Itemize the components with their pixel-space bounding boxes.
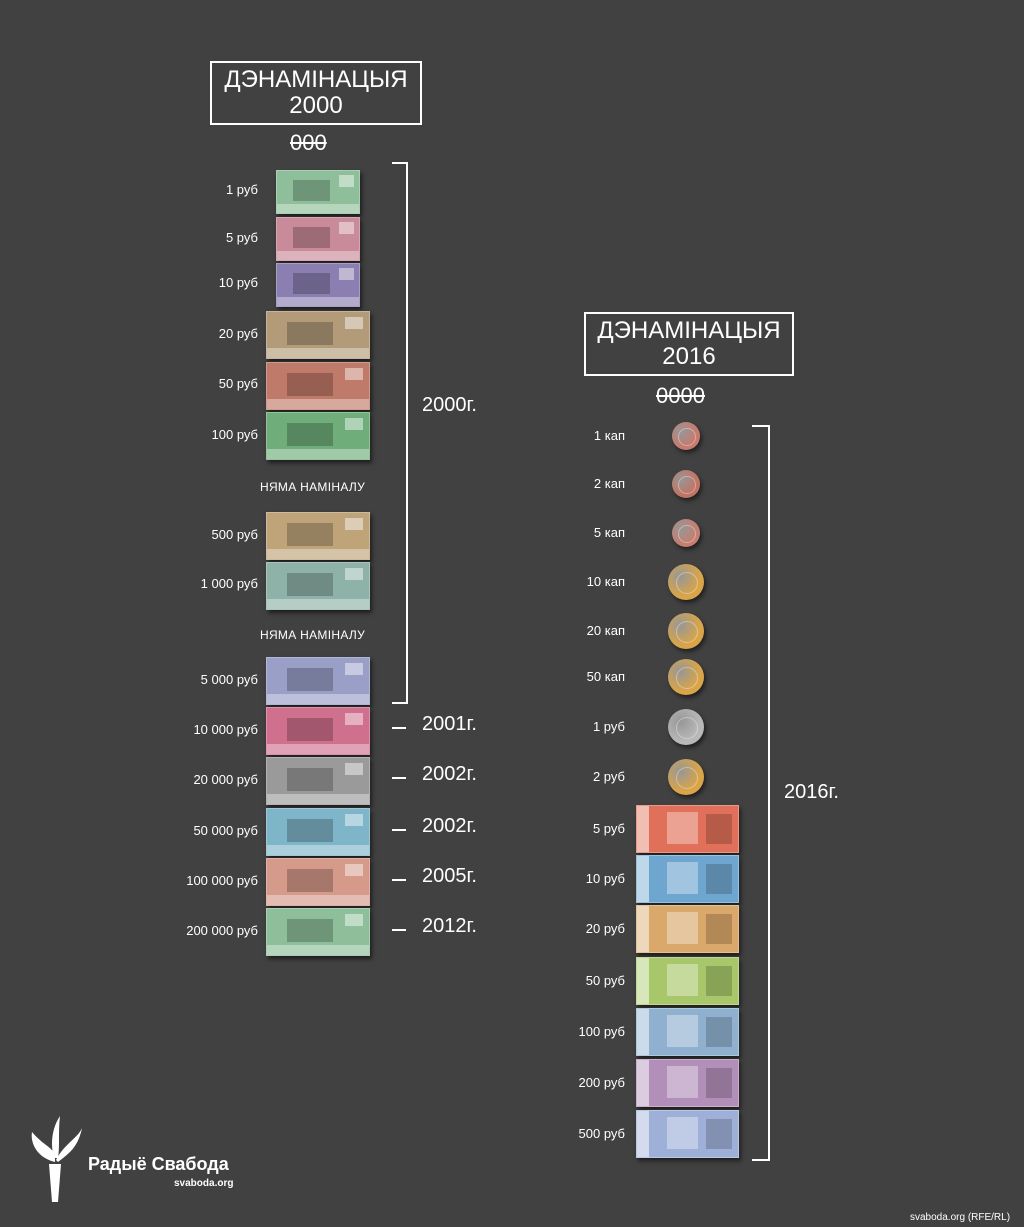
- denomination-2000-label: 10 руб: [218, 275, 258, 290]
- banknote-2016: [636, 1008, 739, 1056]
- banknote-2000: [266, 808, 370, 856]
- credit: svaboda.org (RFE/RL): [910, 1212, 1011, 1223]
- denomination-2000-label: 50 000 руб: [193, 823, 258, 838]
- banknote-2016: [636, 1059, 739, 1107]
- denomination-2016-label: 2 кап: [593, 476, 625, 491]
- denomination-2016-label: 500 руб: [578, 1126, 625, 1141]
- banknote-2000: [266, 757, 370, 805]
- denomination-2000-label: 200 000 руб: [186, 923, 258, 938]
- banknote-2000: [276, 263, 360, 307]
- banknote-2016: [636, 805, 739, 853]
- denomination-2000-label: 5 руб: [225, 230, 258, 245]
- denomination-2016-label: 20 руб: [585, 921, 625, 936]
- issue-year: 2002г.: [422, 763, 477, 785]
- denomination-2016-label: 1 руб: [592, 719, 625, 734]
- coin-icon: [668, 564, 704, 600]
- denomination-2016-label: 5 кап: [593, 525, 625, 540]
- title-2000-line1: ДЭНАМІНАЦЫЯ: [224, 66, 408, 93]
- banknote-2016: [636, 1110, 739, 1158]
- struck-zeros-2000: 000: [290, 130, 327, 155]
- denomination-2016-label: 5 руб: [592, 821, 625, 836]
- banknote-2000: [266, 412, 370, 460]
- banknote-2000: [276, 170, 360, 214]
- banknote-2000: [266, 562, 370, 610]
- coin-icon: [672, 519, 700, 547]
- title-2000-line2: 2000: [289, 92, 343, 119]
- no-denomination-note: НЯМА НАМІНАЛУ: [260, 628, 365, 642]
- denomination-2016-label: 10 руб: [585, 871, 625, 886]
- title-2016-line2: 2016: [662, 343, 716, 370]
- denomination-2000-label: 50 руб: [218, 376, 258, 391]
- issue-year: 2005г.: [422, 865, 477, 887]
- banknote-2000: [266, 858, 370, 906]
- denomination-2000-label: 20 руб: [218, 326, 258, 341]
- denomination-2000-label: 100 000 руб: [186, 873, 258, 888]
- title-box-2016: ДЭНАМІНАЦЫЯ 2016: [584, 312, 794, 376]
- coin-icon: [668, 709, 704, 745]
- banknote-2000: [266, 512, 370, 560]
- banknote-2016: [636, 957, 739, 1005]
- coin-icon: [672, 422, 700, 450]
- banknote-2000: [266, 908, 370, 956]
- banknote-2016: [636, 855, 739, 903]
- banknote-2000: [266, 657, 370, 705]
- denomination-2000-label: 1 000 руб: [200, 576, 258, 591]
- issue-year: 2001г.: [422, 713, 477, 735]
- coin-icon: [672, 470, 700, 498]
- issue-year: 2002г.: [422, 815, 477, 837]
- denomination-2016-label: 200 руб: [578, 1075, 625, 1090]
- title-2016-line1: ДЭНАМІНАЦЫЯ: [597, 317, 781, 344]
- year-dash: [392, 929, 406, 931]
- coin-icon: [668, 659, 704, 695]
- denomination-2000-label: 20 000 руб: [193, 772, 258, 787]
- denomination-2016-label: 100 руб: [578, 1024, 625, 1039]
- logo-url: svaboda.org: [174, 1178, 234, 1189]
- year-dash: [392, 829, 406, 831]
- banknote-2000: [266, 362, 370, 410]
- denomination-2016-label: 20 кап: [586, 623, 625, 638]
- logo-name: Радыё Свабода: [88, 1154, 229, 1174]
- title-box-2000: ДЭНАМІНАЦЫЯ 2000: [210, 61, 422, 125]
- denomination-2000-label: 500 руб: [211, 527, 258, 542]
- year-dash: [392, 727, 406, 729]
- freedom-torch-icon: [31, 1116, 82, 1202]
- year-2016: 2016г.: [784, 781, 839, 803]
- banknote-2000: [266, 707, 370, 755]
- denomination-2000-label: 100 руб: [211, 427, 258, 442]
- denomination-2016-label: 10 кап: [586, 574, 625, 589]
- denomination-2000-label: 10 000 руб: [193, 722, 258, 737]
- denomination-2000-label: 5 000 руб: [200, 672, 258, 687]
- denomination-2016-label: 1 кап: [593, 428, 625, 443]
- coin-icon: [668, 759, 704, 795]
- denomination-2016-label: 50 кап: [586, 669, 625, 684]
- struck-zeros-2016: 0000: [656, 383, 705, 408]
- banknote-2000: [266, 311, 370, 359]
- banknote-2016: [636, 905, 739, 953]
- bracket-2000: [392, 162, 408, 704]
- denomination-2000-label: 1 руб: [225, 182, 258, 197]
- bracket-2016: [752, 425, 770, 1161]
- year-dash: [392, 879, 406, 881]
- denomination-2016-label: 50 руб: [585, 973, 625, 988]
- coin-icon: [668, 613, 704, 649]
- no-denomination-note: НЯМА НАМІНАЛУ: [260, 480, 365, 494]
- denomination-2016-label: 2 руб: [592, 769, 625, 784]
- year-dash: [392, 777, 406, 779]
- issue-year: 2012г.: [422, 915, 477, 937]
- banknote-2000: [276, 217, 360, 261]
- year-2000: 2000г.: [422, 394, 477, 416]
